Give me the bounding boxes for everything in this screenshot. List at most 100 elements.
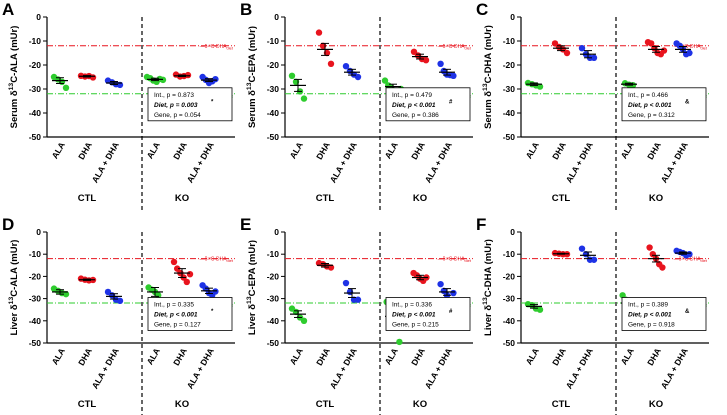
y-tick-label: -20	[267, 271, 280, 281]
x-tick-label: DHA	[550, 346, 568, 367]
y-tick-label: -40	[503, 316, 516, 326]
stats-interaction: Int., p = 0.335	[154, 301, 194, 308]
stats-box	[621, 297, 707, 331]
y-tick-label: -10	[29, 36, 42, 46]
stats-diet-mark: #	[449, 309, 453, 315]
stats-gene: Gene, p = 0.918	[628, 321, 675, 328]
data-point	[183, 278, 190, 286]
x-tick-label: ALA + DHA	[564, 346, 595, 390]
x-tick-label: ALA + DHA	[659, 140, 690, 184]
y-tick-label: -50	[503, 338, 516, 348]
group-label: KO	[649, 193, 663, 204]
stats-diet-mark: &	[685, 99, 690, 105]
stats-diet: Diet, p < 0.001	[154, 311, 198, 318]
x-tick-label: ALA + DHA	[423, 140, 454, 184]
stats-box	[147, 87, 233, 122]
data-point	[450, 289, 457, 297]
x-tick-label: ALA	[524, 346, 541, 366]
panel-letter: C	[476, 0, 488, 19]
y-tick-label: 0	[510, 12, 515, 22]
x-tick-label: DHA	[409, 140, 427, 161]
y-tick-label: 0	[36, 12, 41, 22]
stats-box	[385, 297, 471, 331]
dha-diet-reference-label: —δ¹³C-DHAdiet	[438, 257, 472, 264]
data-point	[437, 60, 444, 67]
data-point	[381, 77, 389, 84]
group-label: CTL	[78, 193, 97, 204]
y-tick-label: -10	[29, 249, 42, 259]
y-tick-label: 0	[274, 12, 279, 22]
stats-interaction: Int., p = 0.389	[628, 301, 668, 308]
stats-box	[621, 87, 707, 122]
data-point	[327, 60, 335, 67]
group-label: CTL	[552, 399, 571, 410]
data-point	[590, 256, 598, 263]
group-label: KO	[175, 399, 189, 410]
data-point	[578, 245, 586, 252]
y-tick-label: -30	[267, 84, 280, 94]
x-tick-label: DHA	[171, 346, 189, 367]
data-point	[686, 251, 693, 258]
y-tick-label: -30	[503, 294, 516, 304]
panel-letter: D	[2, 215, 14, 234]
data-point	[536, 306, 544, 313]
panel-letter: A	[2, 0, 14, 19]
x-tick-label: DHA	[409, 346, 427, 367]
y-tick-label: -40	[29, 108, 42, 118]
stats-gene: Gene, p = 0.312	[628, 112, 675, 119]
data-point	[396, 338, 403, 346]
stats-diet: Diet, p < 0.001	[628, 102, 672, 109]
data-point	[342, 62, 350, 70]
data-point	[660, 47, 668, 54]
stats-box	[147, 297, 233, 331]
x-tick-label: ALA	[619, 346, 636, 366]
data-point	[116, 297, 124, 305]
x-tick-label: ALA + DHA	[659, 346, 690, 390]
y-tick-label: -20	[29, 271, 42, 281]
data-point	[212, 75, 219, 83]
y-tick-label: -40	[267, 108, 280, 118]
stats-diet: Diet, p < 0.001	[628, 311, 672, 318]
x-tick-label: ALA + DHA	[185, 346, 216, 390]
data-point	[354, 296, 362, 303]
group-label: CTL	[552, 193, 571, 204]
y-tick-label: -30	[29, 294, 42, 304]
y-tick-label: 0	[274, 227, 279, 237]
x-tick-label: ALA + DHA	[90, 140, 121, 184]
y-tick-label: -40	[503, 108, 516, 118]
data-point	[437, 280, 444, 288]
x-tick-label: ALA	[524, 140, 541, 160]
x-tick-label: ALA	[50, 140, 67, 160]
stats-gene: Gene, p = 0.054	[154, 112, 201, 119]
stats-interaction: Int., p = 0.336	[392, 301, 432, 308]
panel-f: F Liver δ13C-DHA (mUr) 0 -10 -20 -30 -40 -50 —δ¹…	[476, 215, 709, 415]
data-point	[646, 244, 653, 251]
y-tick-label: -50	[29, 338, 42, 348]
data-point	[300, 95, 308, 102]
y-tick-label: -40	[29, 316, 42, 326]
group-label: CTL	[316, 399, 335, 410]
y-tick-label: -50	[267, 132, 280, 142]
y-tick-label: -20	[503, 60, 516, 70]
stats-diet-mark: *	[211, 99, 214, 105]
group-label: KO	[175, 193, 189, 204]
panel-c: C Serum δ13C-DHA (mUr) 0 -10 -20 -30 -40 -50 —δ¹…	[476, 0, 709, 210]
data-point	[659, 264, 666, 271]
stats-diet-mark: &	[685, 309, 690, 315]
panel-letter: E	[240, 215, 251, 234]
data-point	[648, 40, 655, 47]
data-point	[184, 71, 192, 79]
x-tick-label: DHA	[314, 140, 332, 161]
panel-d: D Liver δ13C-ALA (mUr) 0 -10 -20 -30 -40 -50 —δ¹…	[2, 215, 235, 415]
y-tick-label: -40	[267, 316, 280, 326]
stats-diet-mark: *	[211, 309, 214, 315]
panel-letter: B	[240, 0, 252, 19]
stats-box	[385, 87, 471, 122]
dha-diet-reference-label: —δ¹³C-DHAdiet	[674, 44, 708, 51]
stats-diet: Diet, p < 0.001	[392, 102, 436, 109]
x-tick-label: DHA	[645, 346, 663, 367]
group-label: CTL	[316, 193, 335, 204]
x-tick-label: ALA	[288, 140, 305, 160]
y-tick-label: -20	[29, 60, 42, 70]
